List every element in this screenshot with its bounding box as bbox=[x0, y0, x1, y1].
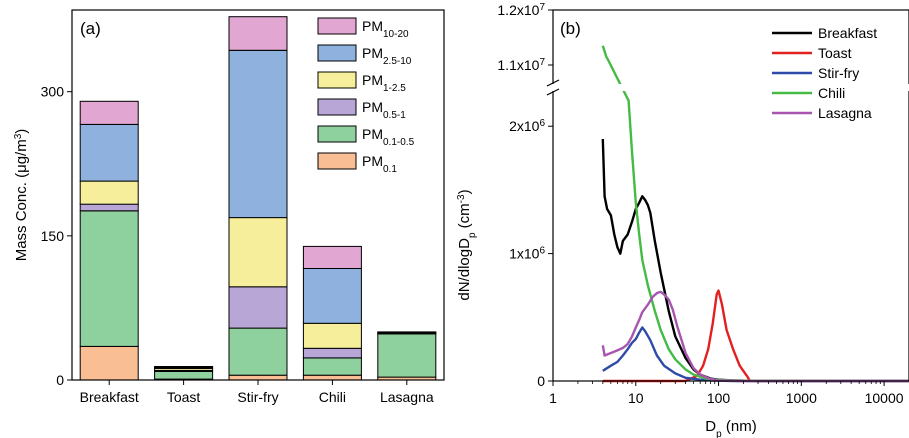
bar-segment bbox=[302, 322, 362, 349]
bar-segment bbox=[79, 180, 139, 205]
panel-a-ylabel-main: Mass Conc. (μg/m bbox=[13, 139, 30, 261]
bar-segment bbox=[302, 374, 362, 381]
panel-b-break-mark-left-top bbox=[546, 79, 560, 87]
legend-swatch bbox=[317, 98, 357, 116]
panel-a: 0 150 300 Breakfast Toast Stir-fry Chili Lasag… bbox=[13, 9, 445, 405]
bar-segment bbox=[154, 366, 214, 368]
series-line bbox=[602, 289, 752, 383]
bar-segment bbox=[377, 331, 437, 333]
legend-label: Chili bbox=[818, 85, 845, 101]
bar-segment bbox=[79, 203, 139, 212]
bar-segment bbox=[228, 16, 288, 51]
xtick-label: 1 bbox=[549, 390, 557, 406]
panel-a-ylabel-sup: 3 bbox=[13, 133, 24, 139]
ytick-label: 300 bbox=[41, 84, 65, 100]
panel-b-axis-break bbox=[545, 79, 909, 96]
bar-segment bbox=[377, 333, 437, 378]
panel-b-legend: Breakfast Toast Stir-fry Chili Lasagna bbox=[772, 25, 877, 121]
bar-segment bbox=[228, 49, 288, 219]
xtick-label: 100 bbox=[707, 390, 731, 406]
panel-a-ylabel-end: ) bbox=[13, 129, 30, 134]
bar-segment bbox=[302, 357, 362, 376]
bar-segment bbox=[79, 123, 139, 182]
xtick-label: Toast bbox=[167, 389, 201, 405]
panel-a-yticks: 0 150 300 bbox=[41, 84, 72, 388]
bar-segment bbox=[228, 327, 288, 376]
xtick-label: 10 bbox=[628, 390, 644, 406]
bar-segment bbox=[302, 347, 362, 359]
panel-b-xlabel-sub: p bbox=[716, 429, 722, 438]
bar-segment bbox=[79, 345, 139, 381]
bar-segment bbox=[79, 100, 139, 125]
legend-label: PM1-2.5 bbox=[362, 72, 406, 94]
panel-b-ylabel-end: ) bbox=[456, 189, 473, 194]
ytick-label: 1.2x107 bbox=[497, 2, 545, 19]
ytick-label: 0 bbox=[56, 372, 64, 388]
legend-swatch bbox=[317, 152, 357, 170]
legend-label: Breakfast bbox=[818, 25, 877, 41]
bar-segment bbox=[302, 268, 362, 324]
panel-b-ylabel: dN/dlogDp (cm-3) bbox=[456, 189, 478, 300]
panel-b-xticks: 1 10 100 1000 10000 bbox=[549, 381, 904, 406]
panel-b-label: (b) bbox=[560, 19, 581, 38]
bar-segment bbox=[228, 286, 288, 329]
legend-swatch bbox=[317, 17, 357, 35]
series-line bbox=[601, 290, 909, 383]
xtick-label: 1000 bbox=[786, 390, 817, 406]
ytick-label: 2x106 bbox=[509, 118, 545, 135]
legend-label: PM0.5-1 bbox=[362, 99, 406, 121]
series-line bbox=[602, 326, 909, 383]
ytick-label: 150 bbox=[41, 228, 65, 244]
legend-label: Lasagna bbox=[818, 105, 872, 121]
legend-label: PM0.1-0.5 bbox=[362, 126, 415, 148]
xtick-label: Breakfast bbox=[80, 389, 139, 405]
panel-a-bars bbox=[79, 16, 437, 381]
ytick-label: 1.1x107 bbox=[497, 57, 545, 74]
legend-swatch bbox=[317, 44, 357, 62]
panel-a-label: (a) bbox=[80, 19, 101, 38]
panel-b-yticks: 0 1x106 2x106 1.1x107 1.2x107 bbox=[497, 2, 553, 389]
legend-label: PM2.5-10 bbox=[362, 45, 412, 67]
panel-b-gridless-plot bbox=[545, 9, 909, 383]
panel-b: 1 10 100 1000 10000 0 1x106 2x106 1.1x107 1.2x10… bbox=[456, 2, 909, 438]
legend-label: Stir-fry bbox=[818, 65, 859, 81]
legend-label: PM0.1 bbox=[362, 153, 397, 175]
series-line bbox=[601, 138, 909, 383]
panel-b-xlabel: Dp (nm) bbox=[705, 418, 756, 438]
panel-b-break-mark-left-bottom bbox=[546, 88, 560, 96]
panel-b-xlabel-main: D bbox=[705, 418, 716, 435]
panel-a-ylabel: Mass Conc. (μg/m3) bbox=[13, 129, 31, 262]
panel-b-ylabel-sup: -3 bbox=[456, 194, 467, 203]
bar-segment bbox=[228, 217, 288, 288]
xtick-label: Stir-fry bbox=[237, 389, 278, 405]
legend-label: PM10-20 bbox=[362, 18, 409, 40]
legend-label: Toast bbox=[818, 45, 852, 61]
ytick-label: 0 bbox=[537, 373, 545, 389]
bar-segment bbox=[228, 374, 288, 381]
xtick-label: Lasagna bbox=[380, 389, 434, 405]
bar-segment bbox=[302, 245, 362, 269]
ytick-label: 1x106 bbox=[509, 245, 545, 262]
legend-swatch bbox=[317, 71, 357, 89]
panel-b-ylabel-sub: p bbox=[467, 232, 478, 238]
panel-b-lines bbox=[601, 45, 909, 383]
xtick-label: 10000 bbox=[865, 390, 904, 406]
panel-b-plot-frame bbox=[552, 9, 909, 382]
panel-b-break-gap bbox=[545, 84, 909, 91]
panel-b-ylabel-main: dN/dlogD bbox=[456, 238, 473, 301]
bar-segment bbox=[79, 210, 139, 347]
series-line bbox=[601, 45, 909, 383]
xtick-label: Chili bbox=[319, 389, 346, 405]
panel-b-xlabel-end: (nm) bbox=[722, 418, 757, 435]
panel-b-ylabel-mid: (cm bbox=[456, 203, 473, 232]
panel-a-legend: PM10-20 PM2.5-10 PM1-2.5 PM0.5-1 PM0.1-0.5 PM… bbox=[317, 17, 415, 175]
bar-segment bbox=[154, 370, 214, 380]
panel-a-xtick-labels: Breakfast Toast Stir-fry Chili Lasagna bbox=[80, 380, 434, 405]
legend-swatch bbox=[317, 125, 357, 143]
